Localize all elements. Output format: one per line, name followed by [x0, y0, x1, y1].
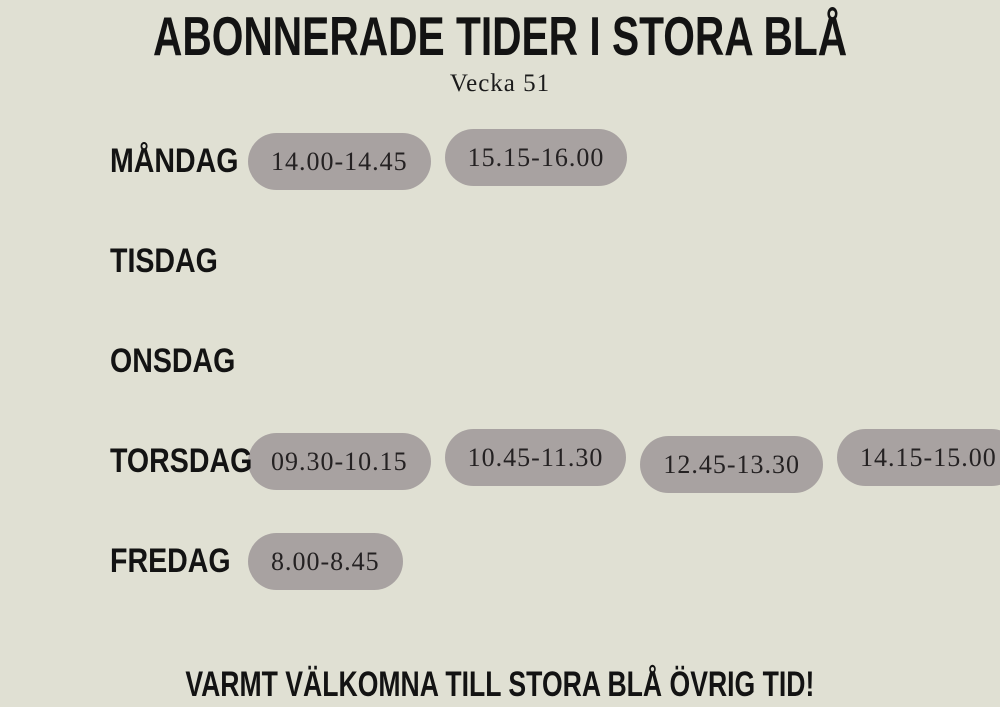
footer-message: VARMT VÄLKOMNA TILL STORA BLÅ ÖVRIG TID!	[185, 665, 815, 704]
time-slots: 09.30-10.15 10.45-11.30 12.45-13.30 14.1…	[248, 429, 1000, 494]
page-title: ABONNERADE TIDER I STORA BLÅ	[152, 5, 848, 67]
time-slots: 14.00-14.45 15.15-16.00	[248, 129, 628, 191]
time-slot-pill: 14.00-14.45	[248, 133, 431, 191]
day-row: FREDAG 8.00-8.45	[110, 512, 1000, 612]
time-slot-pill: 10.45-11.30	[444, 429, 627, 487]
time-slots: 8.00-8.45	[248, 533, 403, 591]
time-slot-pill: 8.00-8.45	[248, 533, 403, 591]
time-slot-pill: 15.15-16.00	[444, 129, 628, 187]
day-row: TISDAG	[110, 212, 1000, 312]
schedule-grid: MÅNDAG 14.00-14.45 15.15-16.00 TISDAG ON…	[0, 112, 1000, 612]
day-label: TORSDAG	[110, 442, 253, 481]
header: ABONNERADE TIDER I STORA BLÅ Vecka 51	[0, 0, 1000, 98]
day-label: ONSDAG	[110, 342, 236, 381]
day-label: FREDAG	[110, 542, 231, 581]
day-label: MÅNDAG	[110, 142, 239, 181]
day-row: MÅNDAG 14.00-14.45 15.15-16.00	[110, 112, 1000, 212]
footer: VARMT VÄLKOMNA TILL STORA BLÅ ÖVRIG TID!	[0, 665, 1000, 705]
week-label: Vecka 51	[449, 69, 551, 97]
time-slot-pill: 09.30-10.15	[248, 433, 431, 491]
day-label: TISDAG	[110, 242, 218, 281]
time-slot-pill: 12.45-13.30	[640, 436, 824, 494]
day-row: TORSDAG 09.30-10.15 10.45-11.30 12.45-13…	[110, 412, 1000, 512]
day-row: ONSDAG	[110, 312, 1000, 412]
time-slot-pill: 14.15-15.00	[837, 429, 1000, 487]
